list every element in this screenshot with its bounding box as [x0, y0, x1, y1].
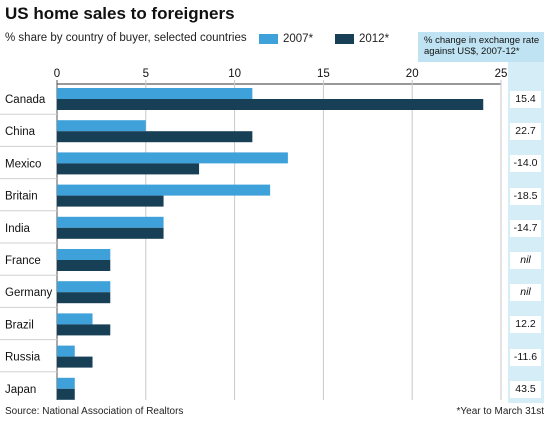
exchange-rate-value: 22.7 [510, 123, 541, 141]
category-label: Brazil [5, 319, 34, 331]
category-label: Japan [5, 384, 36, 396]
legend-swatch-2007 [259, 34, 278, 44]
exchange-rate-value: -11.6 [510, 348, 541, 366]
bar-2012 [57, 195, 164, 207]
x-tick-label: 0 [54, 68, 60, 80]
legend-item-2007: 2007* [259, 33, 313, 45]
category-label: Britain [5, 191, 38, 203]
bar-2012 [57, 163, 200, 175]
bar-2012 [57, 99, 484, 110]
legend-item-2012: 2012* [335, 33, 389, 45]
bar-2007 [57, 216, 164, 228]
bar-2012 [57, 131, 253, 143]
bar-2012 [57, 292, 111, 304]
category-label: India [5, 223, 31, 235]
chart-subtitle: % share by country of buyer, selected co… [5, 32, 247, 44]
exchange-rate-value: -18.5 [510, 187, 541, 205]
x-tick-label: 25 [495, 68, 508, 80]
bar-2012 [57, 388, 75, 400]
category-label: Russia [5, 352, 41, 364]
bar-2007 [57, 249, 111, 260]
x-tick-label: 20 [406, 68, 419, 80]
legend-label-2012: 2012* [359, 33, 390, 45]
bar-2012 [57, 260, 111, 271]
category-label: China [5, 126, 36, 138]
legend-label-2007: 2007* [283, 33, 314, 45]
exchange-rate-value: 12.2 [510, 316, 541, 334]
exchange-rate-value: 15.4 [510, 91, 541, 108]
bar-2007 [57, 377, 75, 389]
bar-2012 [57, 227, 164, 239]
bar-2007 [57, 152, 288, 164]
x-tick-label: 5 [143, 68, 149, 80]
exchange-rate-value: nil [510, 284, 541, 302]
exchange-rate-value: nil [510, 252, 541, 269]
bar-2007 [57, 120, 146, 132]
x-tick-label: 15 [317, 68, 330, 80]
category-label: Mexico [5, 158, 41, 170]
source-note: Source: National Association of Realtors [5, 406, 184, 417]
bar-2007 [57, 184, 271, 196]
category-label: Canada [5, 94, 46, 106]
exchange-rate-header: % change in exchange rate against US$, 2… [418, 32, 544, 62]
exchange-rate-value: -14.0 [510, 155, 541, 173]
bar-2007 [57, 345, 75, 357]
bar-2012 [57, 356, 93, 368]
category-label: Germany [5, 287, 53, 299]
bar-2007 [57, 88, 253, 99]
footnote: *Year to March 31st [456, 406, 544, 417]
legend-swatch-2012 [335, 34, 354, 44]
chart-title: US home sales to foreigners [5, 4, 235, 23]
bar-2012 [57, 324, 111, 336]
x-tick-label: 10 [228, 68, 241, 80]
bar-2007 [57, 281, 111, 293]
bar-2007 [57, 313, 93, 325]
exchange-rate-value: 43.5 [510, 380, 541, 398]
category-label: France [5, 255, 41, 267]
exchange-rate-value: -14.7 [510, 219, 541, 237]
